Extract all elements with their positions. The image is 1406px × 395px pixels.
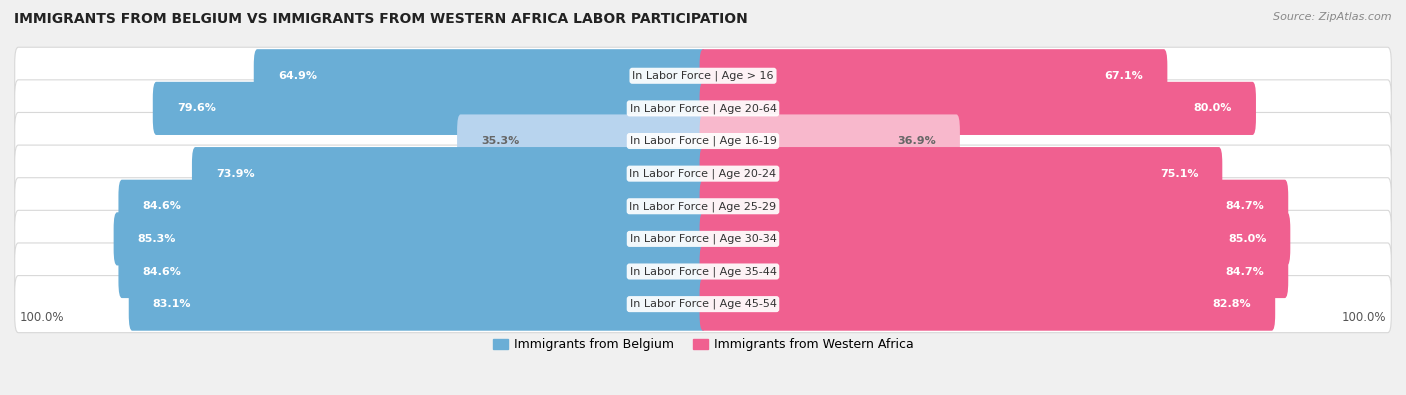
Text: In Labor Force | Age 20-24: In Labor Force | Age 20-24 <box>630 168 776 179</box>
Text: In Labor Force | Age 25-29: In Labor Force | Age 25-29 <box>630 201 776 211</box>
Text: 83.1%: 83.1% <box>153 299 191 309</box>
Text: 85.0%: 85.0% <box>1227 234 1267 244</box>
FancyBboxPatch shape <box>700 180 1288 233</box>
FancyBboxPatch shape <box>118 180 706 233</box>
FancyBboxPatch shape <box>14 210 1392 267</box>
FancyBboxPatch shape <box>700 147 1222 200</box>
FancyBboxPatch shape <box>700 245 1288 298</box>
FancyBboxPatch shape <box>253 49 706 102</box>
FancyBboxPatch shape <box>14 243 1392 300</box>
Text: IMMIGRANTS FROM BELGIUM VS IMMIGRANTS FROM WESTERN AFRICA LABOR PARTICIPATION: IMMIGRANTS FROM BELGIUM VS IMMIGRANTS FR… <box>14 12 748 26</box>
FancyBboxPatch shape <box>700 278 1275 331</box>
Text: 75.1%: 75.1% <box>1160 169 1198 179</box>
Text: 80.0%: 80.0% <box>1194 103 1232 113</box>
Text: In Labor Force | Age 16-19: In Labor Force | Age 16-19 <box>630 136 776 146</box>
FancyBboxPatch shape <box>14 47 1392 104</box>
Text: 100.0%: 100.0% <box>20 311 65 324</box>
Text: 100.0%: 100.0% <box>1341 311 1386 324</box>
FancyBboxPatch shape <box>14 178 1392 235</box>
FancyBboxPatch shape <box>14 80 1392 137</box>
FancyBboxPatch shape <box>114 212 706 265</box>
FancyBboxPatch shape <box>153 82 706 135</box>
FancyBboxPatch shape <box>700 115 960 167</box>
Text: 35.3%: 35.3% <box>481 136 519 146</box>
Text: In Labor Force | Age 20-64: In Labor Force | Age 20-64 <box>630 103 776 114</box>
Text: 85.3%: 85.3% <box>138 234 176 244</box>
Text: In Labor Force | Age 35-44: In Labor Force | Age 35-44 <box>630 266 776 277</box>
FancyBboxPatch shape <box>700 212 1291 265</box>
Text: 82.8%: 82.8% <box>1212 299 1251 309</box>
FancyBboxPatch shape <box>14 276 1392 333</box>
FancyBboxPatch shape <box>700 82 1256 135</box>
Text: 84.6%: 84.6% <box>142 267 181 276</box>
FancyBboxPatch shape <box>129 278 706 331</box>
FancyBboxPatch shape <box>14 145 1392 202</box>
Text: 73.9%: 73.9% <box>217 169 254 179</box>
Legend: Immigrants from Belgium, Immigrants from Western Africa: Immigrants from Belgium, Immigrants from… <box>488 333 918 356</box>
FancyBboxPatch shape <box>118 245 706 298</box>
Text: 36.9%: 36.9% <box>897 136 936 146</box>
Text: Source: ZipAtlas.com: Source: ZipAtlas.com <box>1274 12 1392 22</box>
FancyBboxPatch shape <box>700 49 1167 102</box>
Text: 84.7%: 84.7% <box>1226 267 1264 276</box>
Text: In Labor Force | Age 30-34: In Labor Force | Age 30-34 <box>630 233 776 244</box>
Text: In Labor Force | Age > 16: In Labor Force | Age > 16 <box>633 71 773 81</box>
Text: 79.6%: 79.6% <box>177 103 215 113</box>
FancyBboxPatch shape <box>457 115 706 167</box>
Text: 84.6%: 84.6% <box>142 201 181 211</box>
Text: 67.1%: 67.1% <box>1105 71 1143 81</box>
FancyBboxPatch shape <box>14 113 1392 169</box>
Text: 64.9%: 64.9% <box>278 71 316 81</box>
Text: In Labor Force | Age 45-54: In Labor Force | Age 45-54 <box>630 299 776 309</box>
FancyBboxPatch shape <box>193 147 706 200</box>
Text: 84.7%: 84.7% <box>1226 201 1264 211</box>
